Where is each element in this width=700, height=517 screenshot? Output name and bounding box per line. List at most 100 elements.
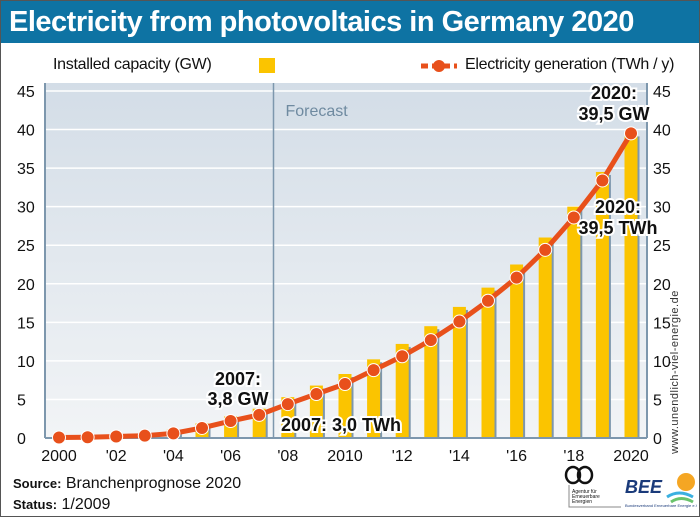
x-tick-label: 2000 [41,448,77,465]
generation-point [109,429,124,444]
svg-text:Energien: Energien [572,499,592,505]
y-tick-label-left: 45 [17,84,35,101]
y-tick-label-right: 10 [653,354,671,371]
bar [481,287,495,438]
svg-text:Erneuerbare: Erneuerbare [572,494,600,500]
x-tick-label: '14 [449,448,470,465]
bar [595,171,609,438]
annotation-line1: 2007: 3,0 TWh [281,415,401,435]
bar-shadow [293,400,297,438]
sun-icon [677,473,695,491]
x-tick-label: '18 [563,448,584,465]
bar-shadow [607,174,611,438]
wave-icon [666,491,694,499]
y-tick-label-right: 20 [653,277,671,294]
y-tick-label-right: 45 [653,84,671,101]
y-tick-label-right: 0 [653,431,662,448]
y-tick-label-right: 35 [653,161,671,178]
bar-shadow [350,376,354,438]
generation-point [166,426,181,441]
infinity-icon [564,465,594,485]
bar [624,133,638,438]
generation-point [566,210,581,225]
generation-point [280,397,295,412]
x-tick-label: '06 [220,448,241,465]
y-tick-label-right: 15 [653,315,671,332]
bar [367,359,381,438]
generation-point [595,173,610,188]
aee-logo-text: Agentur für [572,489,597,495]
forecast-label: Forecast [286,103,349,120]
svg-text:Bundesverband Erneuerbare Ener: Bundesverband Erneuerbare Energie e.V. [625,503,697,508]
bar [567,206,581,438]
y-tick-label-left: 40 [17,123,35,140]
annotation-line2: 39,5 GW [578,104,649,124]
generation-point [137,428,152,443]
y-tick-label-right: 5 [653,392,662,409]
legend-bars-label: Installed capacity (GW) [53,56,212,73]
generation-point [195,420,209,435]
bar-shadow [264,411,268,438]
bar-shadow [636,136,640,438]
bar-shadow [207,426,211,438]
y-tick-label-left: 5 [17,392,26,409]
website-url: www.unendlich-viel-energie.de [669,290,682,454]
annotation-line1: 2007: [215,369,261,389]
source-line: Source: Branchenprognose 2020 [13,475,241,493]
generation-point [80,430,95,445]
x-tick-label: '12 [392,448,413,465]
bar-shadow [407,346,411,438]
x-tick-label: 2020 [613,448,649,465]
bar-shadow [579,209,583,438]
x-tick-label: '04 [163,448,184,465]
bar-shadow [522,267,526,438]
source-value: Branchenprognose 2020 [65,475,242,492]
y-tick-label-left: 30 [17,200,35,217]
generation-point [338,377,352,392]
bar-shadow [493,290,497,438]
generation-point [366,363,381,378]
bar-shadow [178,432,182,438]
legend-line-swatch [421,60,457,72]
generation-point [223,414,238,429]
y-tick-label-left: 0 [17,431,26,448]
annotation-line2: 39,5 TWh [578,218,657,238]
bar-shadow [464,309,468,438]
bar-shadow [550,240,554,438]
y-tick-label-right: 25 [653,238,671,255]
chart-title: Electricity from photovoltaics in German… [1,1,699,43]
bar-shadow [379,362,383,438]
bar-shadow [321,388,325,438]
bar [452,306,466,438]
y-tick-label-left: 15 [17,315,35,332]
legend-bars-swatch [259,58,275,73]
generation-point [52,430,66,445]
generation-point [395,349,410,364]
generation-point [538,242,553,257]
status-line: Status: 1/2009 [13,496,110,514]
generation-point [481,293,495,308]
legend-line-label: Electricity generation (TWh / y) [465,56,675,73]
x-tick-label: 2010 [327,448,363,465]
status-value: 1/2009 [61,496,111,513]
generation-point [624,126,638,141]
y-tick-label-left: 35 [17,161,35,178]
x-tick-label: '02 [106,448,127,465]
y-tick-label-right: 30 [653,200,671,217]
bee-logo-text: BEE [625,477,663,497]
bee-logo: BEE Bundesverband Erneuerbare Energie e.… [625,473,697,508]
generation-point [452,314,467,329]
annotation-line1: 2020: [595,197,641,217]
generation-point [252,407,267,422]
annotation-line2: 3,8 GW [207,389,268,409]
x-tick-label: '16 [506,448,527,465]
status-label: Status: [13,497,58,512]
generation-point [309,387,324,402]
source-label: Source: [13,476,62,491]
aee-logo: Agentur für Erneuerbare Energien [564,465,621,508]
x-tick-label: '08 [277,448,298,465]
bar [395,343,409,438]
generation-point [423,333,438,348]
